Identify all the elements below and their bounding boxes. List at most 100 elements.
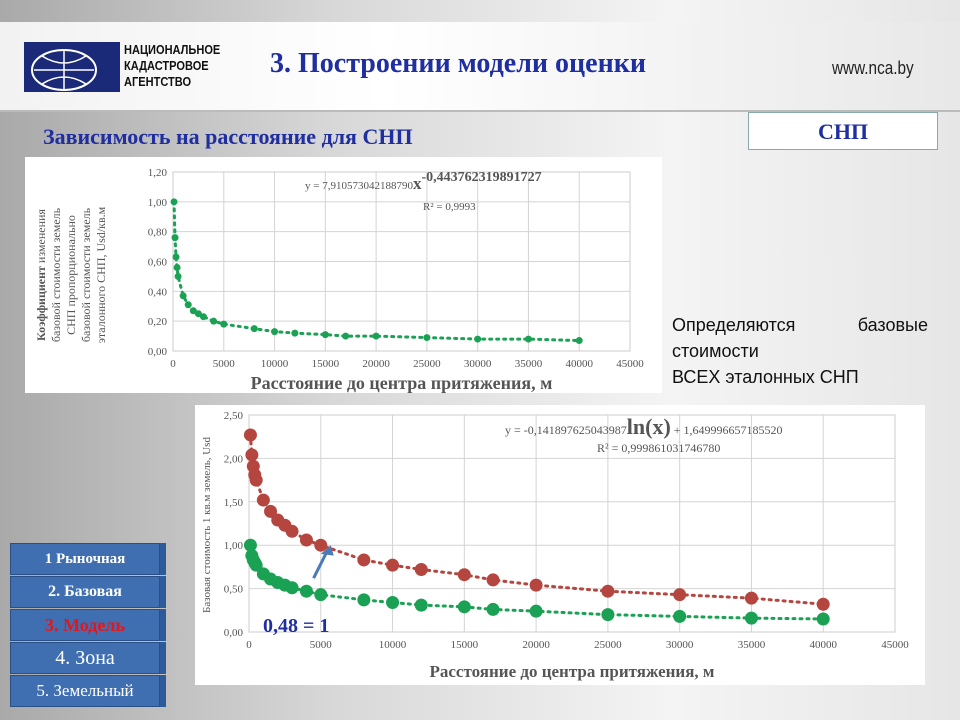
logo-line: КАДАСТРОВОЕ — [124, 58, 209, 73]
x-tick-label: 5000 — [310, 639, 333, 651]
r-squared: R² = 0,9993 — [423, 201, 476, 213]
data-point — [171, 234, 179, 242]
data-point — [256, 493, 270, 507]
data-point — [673, 609, 687, 623]
y-tick-label: 0,60 — [148, 257, 168, 269]
data-point — [601, 584, 615, 598]
data-point — [423, 334, 431, 342]
data-point — [386, 595, 400, 609]
section-subtitle: Зависимость на расстояние для СНП — [43, 124, 413, 149]
step-market[interactable]: 1 Рыночная — [10, 543, 160, 575]
data-point — [414, 563, 428, 577]
logo-line: АГЕНТСТВО — [124, 74, 192, 89]
x-axis-label: Расстояние до центра притяжения, м — [430, 662, 715, 681]
data-point — [264, 504, 278, 518]
data-point — [249, 473, 263, 487]
x-tick-label: 45000 — [616, 358, 644, 370]
y-tick-label: 0,20 — [148, 316, 168, 328]
y-tick-label: 0,50 — [224, 584, 244, 596]
plot-area — [248, 414, 896, 633]
x-tick-label: 0 — [170, 358, 176, 370]
y-axis-label: Базовая стоимость 1 кв.м земель, Usd — [201, 437, 213, 613]
plot-area — [172, 171, 631, 352]
data-point — [321, 331, 329, 339]
steps-stack: 1 Рыночная 2. Базовая 3. Модель 4. Зона … — [10, 543, 160, 708]
data-point — [486, 573, 500, 587]
site-url[interactable]: www.nca.by — [832, 58, 914, 78]
arrow-head-icon — [320, 545, 334, 556]
data-point — [220, 320, 228, 328]
trend-equation: y = -0,141897625043987ln(x) + 1,64999665… — [505, 414, 783, 439]
x-tick-label: 10000 — [379, 639, 407, 651]
data-point — [816, 612, 830, 626]
data-point — [744, 611, 758, 625]
step-land[interactable]: 5. Земельный — [10, 675, 160, 707]
chart-base-cost-svg: 0 5000 10000 15000 20000 25000 30000 35000 40000… — [201, 410, 909, 681]
x-tick-label: 35000 — [738, 639, 766, 651]
data-point — [249, 558, 263, 572]
x-tick-label: 5000 — [213, 358, 236, 370]
data-point — [210, 317, 218, 325]
annotation-label: 0,48 = 1 — [263, 615, 329, 637]
data-point — [285, 581, 299, 595]
data-point — [170, 198, 178, 206]
step-model[interactable]: 3. Модель — [10, 609, 160, 641]
y-tick-label: 2,50 — [224, 410, 244, 422]
x-tick-label: 25000 — [594, 639, 622, 651]
y-tick-label: 0,00 — [224, 627, 244, 639]
desc-line: ВСЕХ эталонных СНП — [672, 367, 859, 387]
x-tick-label: 25000 — [413, 358, 441, 370]
data-point — [285, 524, 299, 538]
data-point — [486, 602, 500, 616]
x-tick-label: 10000 — [261, 358, 289, 370]
data-point — [174, 272, 182, 280]
data-point — [314, 538, 328, 552]
x-tick-label: 0 — [246, 639, 252, 651]
data-point — [474, 335, 482, 343]
data-point — [575, 337, 583, 345]
snp-badge: СНП — [748, 112, 938, 150]
data-point — [250, 325, 258, 333]
step-base[interactable]: 2. Базовая — [10, 576, 160, 608]
data-point — [199, 313, 207, 321]
data-point — [173, 263, 181, 271]
data-point — [529, 604, 543, 618]
logo-text: НАЦИОНАЛЬНОЕ КАДАСТРОВОЕ АГЕНТСТВО — [124, 42, 220, 90]
y-tick-label: 0,80 — [148, 227, 168, 239]
data-point — [243, 428, 257, 442]
chart-coefficient: 0 5000 10000 15000 20000 25000 30000 35000 40000… — [25, 157, 662, 393]
description: Определяются базовые стоимости ВСЕХ этало… — [672, 312, 928, 390]
chart-base-cost: 0 5000 10000 15000 20000 25000 30000 35000 40000… — [195, 405, 925, 685]
x-tick-label: 45000 — [881, 639, 909, 651]
y-tick-label: 1,00 — [224, 540, 244, 552]
data-point — [184, 301, 192, 309]
data-point — [172, 253, 180, 261]
x-tick-label: 35000 — [515, 358, 543, 370]
x-tick-label: 15000 — [312, 358, 340, 370]
data-point — [299, 584, 313, 598]
data-point — [673, 588, 687, 602]
header: НАЦИОНАЛЬНОЕ КАДАСТРОВОЕ АГЕНТСТВО 3. По… — [0, 22, 960, 112]
desc-word: Определяются — [672, 315, 796, 335]
data-point — [529, 578, 543, 592]
x-tick-label: 20000 — [522, 639, 550, 651]
data-point — [245, 448, 259, 462]
y-axis-label: Коэффициент изменениябазовой стоимости з… — [34, 206, 108, 343]
y-tick-label: 0,00 — [148, 346, 168, 358]
data-point — [194, 310, 202, 318]
logo-line: НАЦИОНАЛЬНОЕ — [124, 42, 221, 57]
y-tick-label: 1,20 — [148, 167, 168, 179]
data-point — [179, 292, 187, 300]
data-point — [357, 553, 371, 567]
x-tick-label: 40000 — [565, 358, 593, 370]
data-point — [291, 329, 299, 337]
y-tick-label: 1,50 — [224, 497, 244, 509]
data-point — [744, 591, 758, 605]
trendline — [172, 200, 581, 343]
page-title: 3. Построении модели оценки — [270, 48, 646, 79]
data-point — [386, 558, 400, 572]
step-zone[interactable]: 4. Зона — [10, 642, 160, 674]
data-point — [357, 593, 371, 607]
x-tick-label: 15000 — [451, 639, 479, 651]
data-point — [314, 588, 328, 602]
